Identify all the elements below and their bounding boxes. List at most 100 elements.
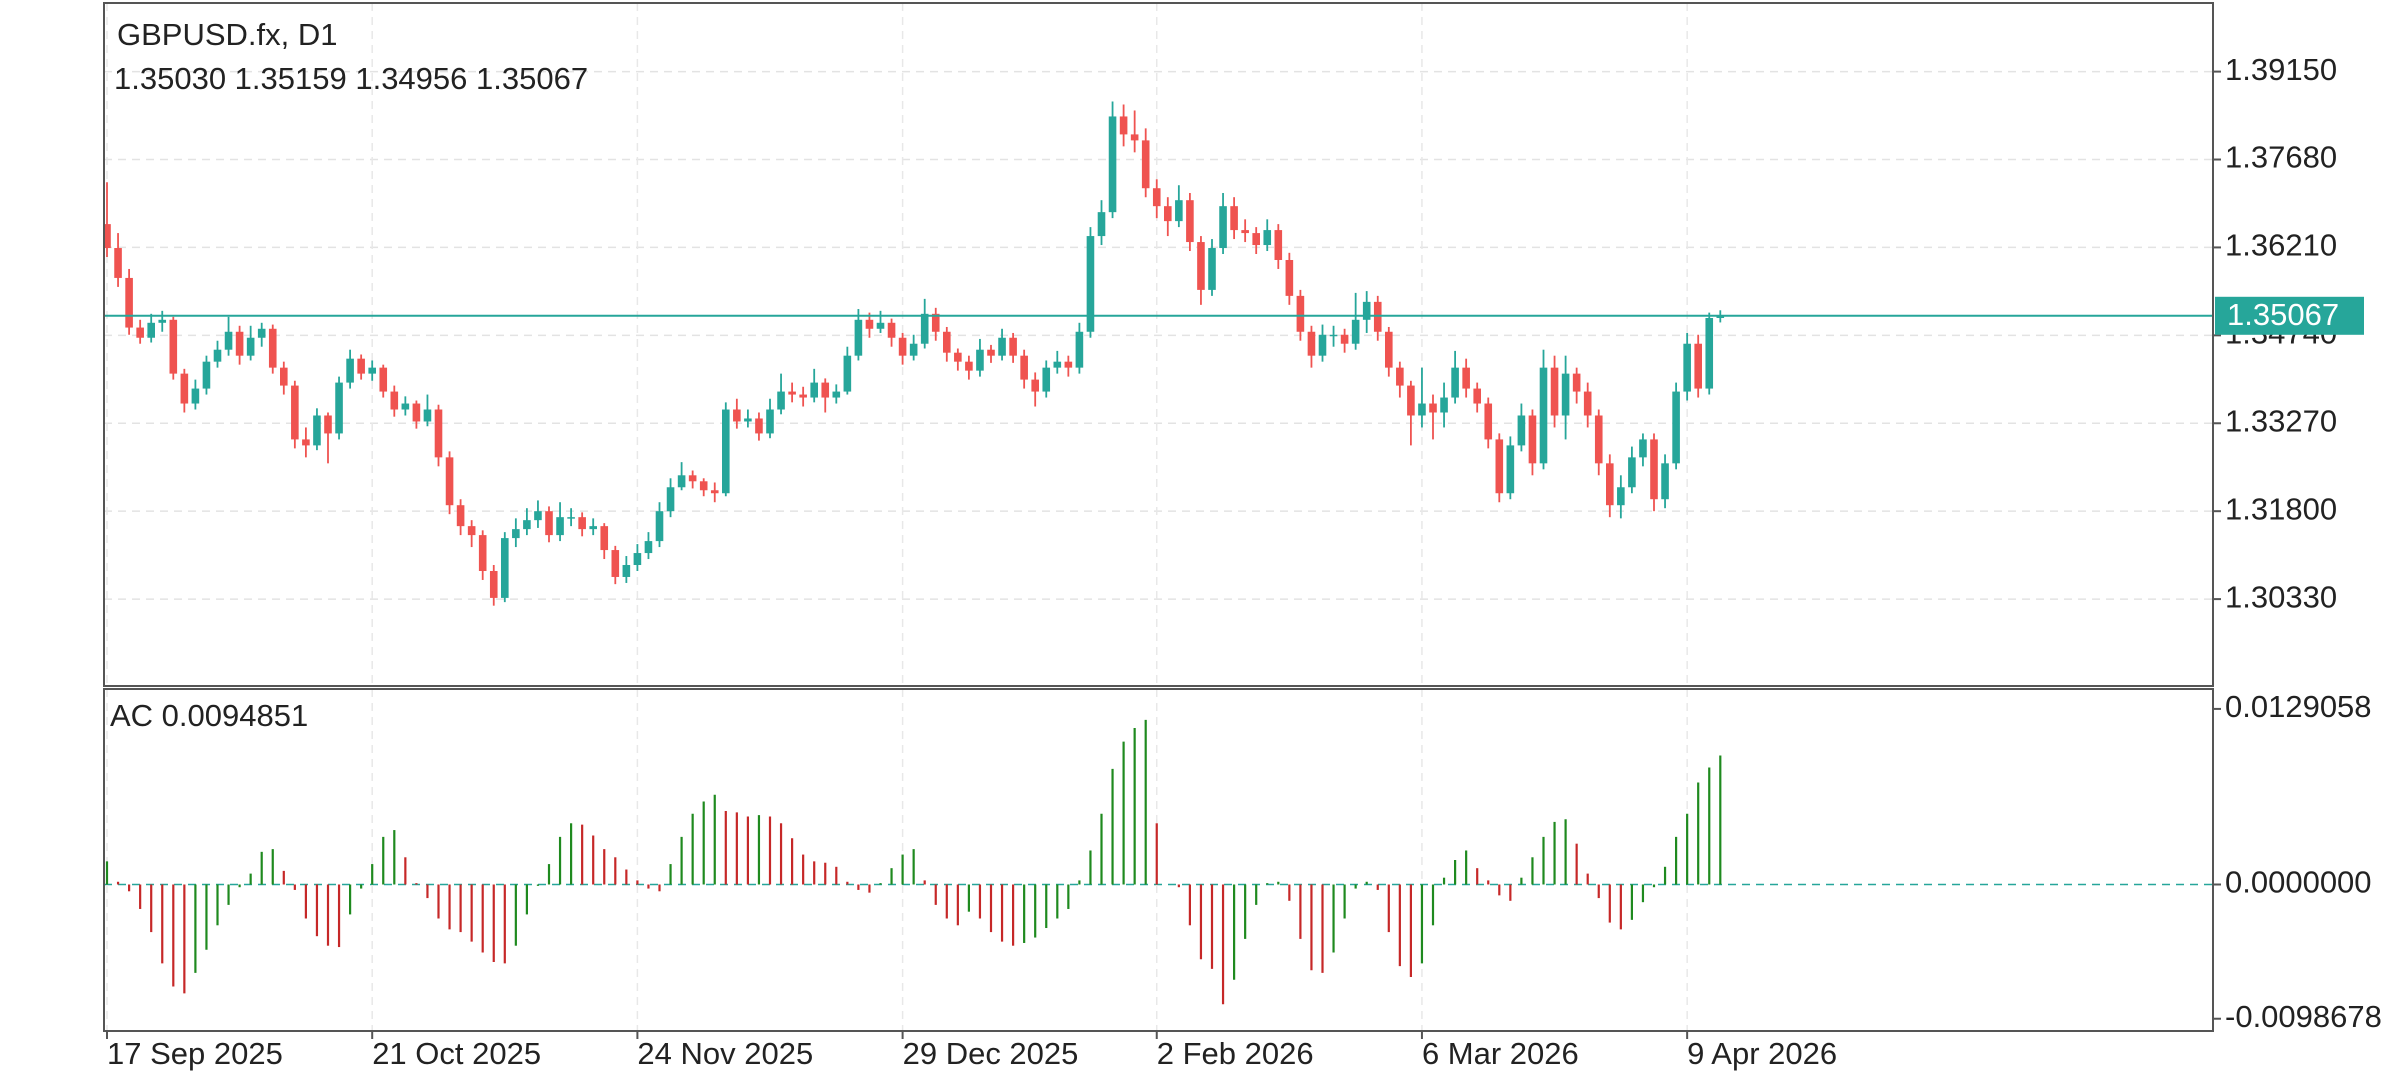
candle-body (1042, 367, 1051, 392)
candle-body (1252, 233, 1260, 246)
candle-body (677, 475, 686, 488)
candle-body (1594, 415, 1603, 464)
candle-body (1064, 361, 1073, 368)
candle-body (898, 337, 907, 356)
candle-body (1307, 331, 1316, 356)
x-tick-label: 2 Feb 2026 (1157, 1036, 1314, 1071)
candle-body (246, 337, 255, 356)
candle-body (843, 355, 852, 392)
candle-body (1440, 397, 1448, 413)
candle-body (213, 349, 222, 362)
candle-body (335, 382, 343, 434)
candle-body (456, 505, 465, 527)
candle-body (1716, 315, 1725, 319)
y-tick-label: 1.30330 (2225, 579, 2337, 614)
candle-body (556, 517, 564, 536)
candle-body (235, 331, 244, 356)
candle-body (357, 358, 365, 374)
candle-body (478, 535, 487, 571)
candle-body (1705, 318, 1714, 389)
candle-body (1639, 439, 1647, 458)
candle-body (1539, 367, 1548, 464)
y-tick-label: 1.39150 (2225, 52, 2337, 87)
candle-body (1097, 212, 1106, 237)
candle-body (931, 313, 940, 332)
candle-body (1230, 206, 1238, 231)
candle-body (224, 331, 233, 350)
candle-body (1009, 337, 1017, 356)
candle-body (699, 481, 708, 491)
candle-body (1650, 439, 1658, 500)
candle-body (943, 331, 951, 353)
current-price-box (2215, 296, 2364, 335)
candle-body (887, 322, 896, 338)
y-tick-label: 1.37680 (2225, 140, 2337, 175)
candle-body (180, 373, 189, 404)
candle-body (1340, 334, 1349, 344)
candle-body (1141, 140, 1150, 189)
candle-body (622, 565, 631, 577)
y-tick-label: 1.31800 (2225, 491, 2337, 526)
candle-body (489, 570, 498, 598)
candle-body (512, 529, 520, 539)
candle-body (412, 403, 421, 422)
candle-body (545, 511, 553, 536)
candle-body (1418, 403, 1426, 416)
candle-body (1031, 379, 1039, 392)
x-tick-label: 21 Oct 2025 (372, 1036, 541, 1071)
candle-body (810, 382, 818, 398)
candle-body (1528, 415, 1537, 464)
price-pane-frame (103, 2, 2214, 687)
marks-layer (103, 101, 2213, 1005)
candle-body (1241, 230, 1249, 234)
candle-body (467, 526, 476, 536)
candle-body (302, 439, 310, 446)
candle-body (788, 391, 796, 395)
candle-body (445, 457, 454, 506)
candle-body (390, 391, 399, 410)
candle-body (1385, 331, 1393, 368)
candle-body (655, 511, 664, 542)
candle-body (920, 313, 929, 344)
candle-body (1108, 116, 1117, 213)
candle-body (1572, 373, 1581, 392)
current-price-label: 1.35067 (2227, 297, 2339, 332)
candle-body (114, 248, 122, 278)
candle-body (1130, 134, 1139, 141)
candle-body (1263, 230, 1272, 246)
candle-body (821, 382, 830, 398)
candle-body (1462, 367, 1470, 389)
y-tick-label: 1.33270 (2225, 403, 2337, 438)
candle-body (722, 409, 730, 494)
candle-body (1429, 403, 1437, 413)
y-tick-label: 1.36210 (2225, 228, 2337, 263)
candle-body (1451, 367, 1459, 398)
candle-body (633, 553, 642, 566)
candle-body (313, 415, 321, 446)
candle-body (688, 475, 697, 482)
candle-body (755, 418, 763, 434)
candle-body (125, 277, 133, 328)
candle-body (1683, 343, 1691, 392)
candle-body (291, 385, 299, 440)
candle-body (644, 541, 653, 554)
candle-body (103, 224, 111, 249)
candle-body (1628, 457, 1636, 488)
candle-body (1694, 343, 1702, 389)
candle-body (909, 343, 918, 356)
candle-body (1197, 242, 1205, 290)
candle-body (1152, 188, 1161, 207)
candle-body (423, 409, 432, 422)
candle-body (1219, 206, 1227, 249)
candle-body (1407, 385, 1415, 416)
candle-body (280, 367, 288, 386)
grid-layer (104, 3, 2213, 1031)
x-tick-label: 9 Apr 2026 (1687, 1036, 1837, 1071)
candle-body (136, 327, 144, 338)
x-tick-label: 6 Mar 2026 (1422, 1036, 1579, 1071)
candle-body (578, 517, 586, 530)
candle-body (1329, 334, 1338, 337)
candle-body (1473, 388, 1481, 404)
candle-body (1086, 236, 1095, 332)
candle-body (434, 409, 443, 458)
